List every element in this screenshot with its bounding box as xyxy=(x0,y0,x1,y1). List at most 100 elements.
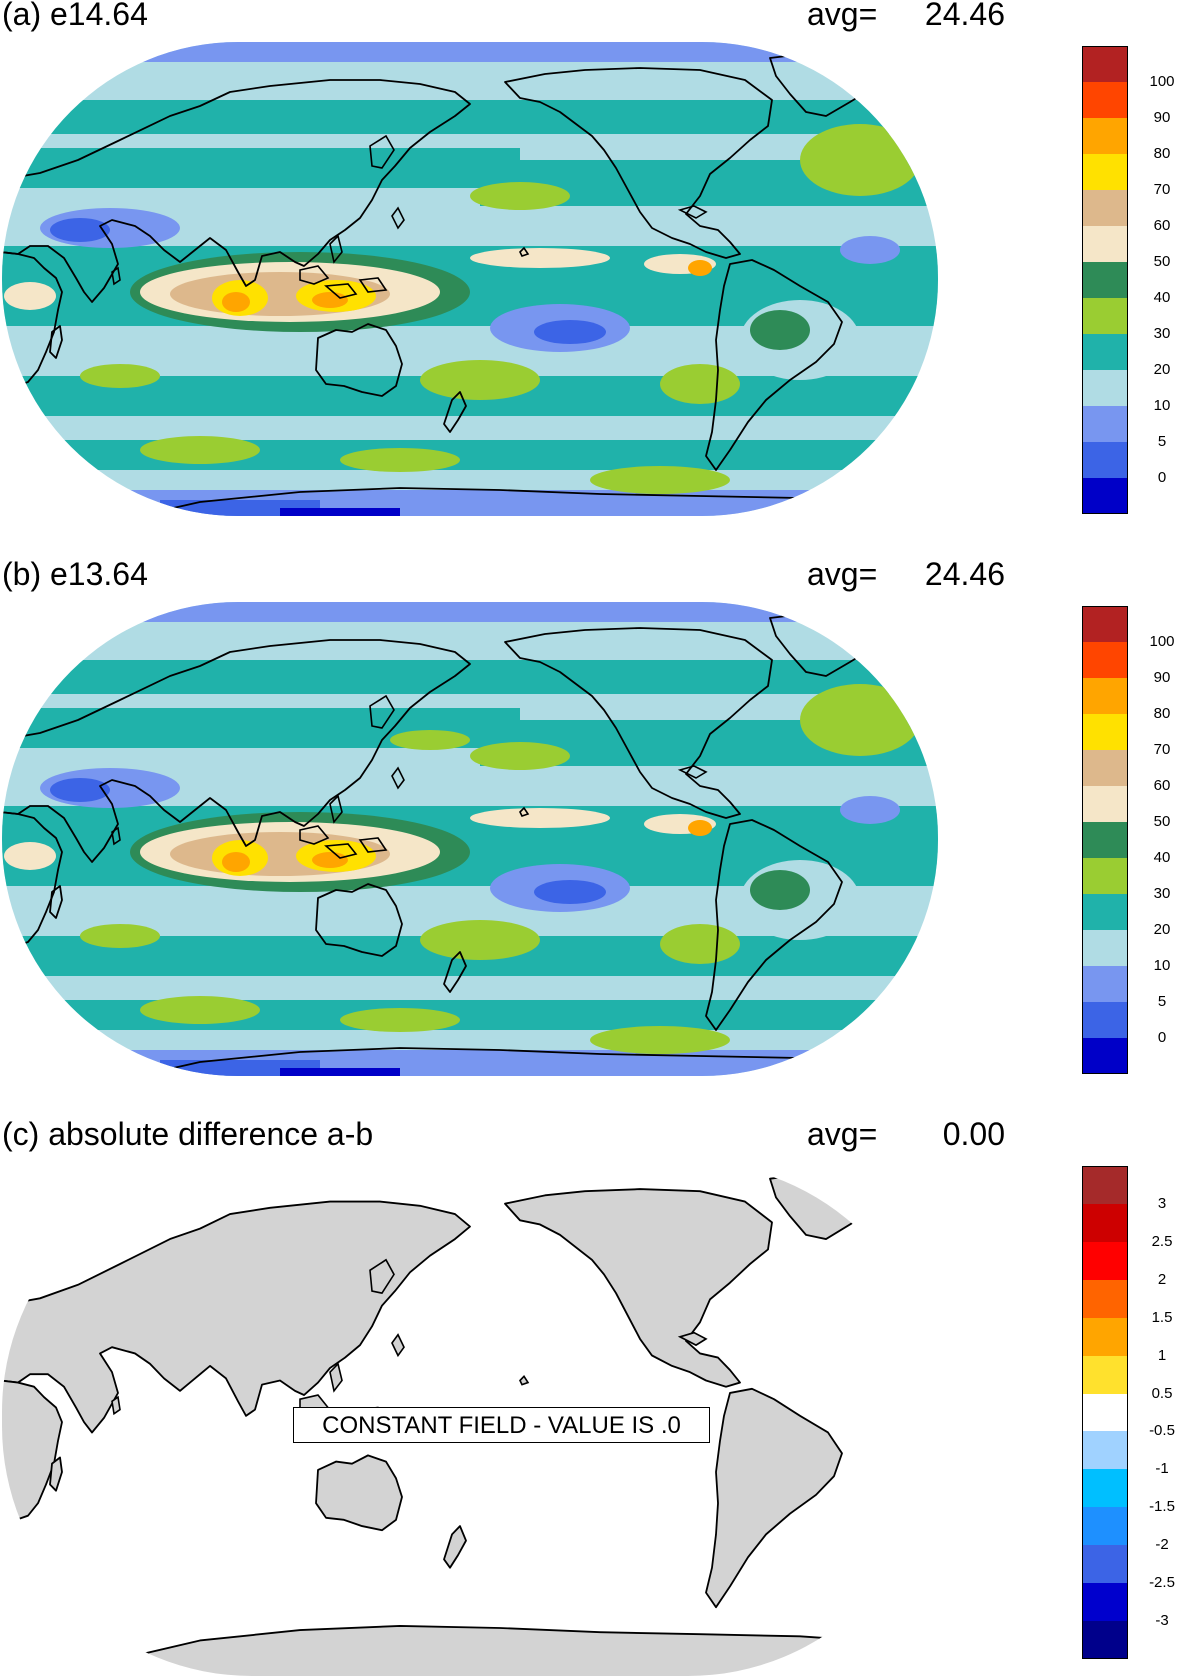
colorbar-swatch xyxy=(1082,1038,1128,1074)
field-band xyxy=(280,508,400,516)
coastline-northamerica xyxy=(504,627,773,819)
coastline-island xyxy=(358,837,388,853)
panel-title: (c) absolute difference a-b xyxy=(2,1116,374,1152)
field-blob xyxy=(800,124,920,196)
field-band xyxy=(2,440,938,470)
land-newzealand xyxy=(443,1525,467,1569)
field-blob xyxy=(534,320,606,344)
colorbar-swatch xyxy=(1082,1431,1128,1470)
land-greenland xyxy=(769,1171,891,1240)
coastline-island xyxy=(299,265,330,285)
colorbar-swatch xyxy=(1082,118,1128,154)
colorbar-swatch xyxy=(1082,1241,1128,1280)
colorbar-tick-label: 3 xyxy=(1157,1194,1167,1212)
colorbar-swatch xyxy=(1082,822,1128,858)
colorbar-tick-label: -2.5 xyxy=(1149,1574,1175,1592)
field-blob xyxy=(222,292,250,312)
colorbar-tick-label: -0.5 xyxy=(1149,1422,1175,1440)
colorbar-tick-label: -3 xyxy=(1155,1612,1169,1630)
field-blob xyxy=(140,436,260,464)
colorbar-frame xyxy=(1082,606,1128,1074)
field-blob xyxy=(312,292,348,308)
panel-title: (b) e13.64 xyxy=(2,556,148,592)
land-southamerica xyxy=(705,1387,843,1609)
colorbar-tick-label: 90 xyxy=(1153,669,1171,686)
colorbar-swatch xyxy=(1082,1166,1128,1204)
avg-label: avg= xyxy=(807,556,878,592)
field-blob xyxy=(80,924,160,948)
colorbar-swatch xyxy=(1082,82,1128,118)
colorbar-frame xyxy=(1082,1166,1128,1659)
field-blob xyxy=(590,466,730,494)
colorbar-swatch xyxy=(1082,606,1128,642)
colorbar-tick-label: 0 xyxy=(1157,469,1167,486)
field-blob xyxy=(222,852,250,872)
colorbar-tick-label: 5 xyxy=(1157,433,1167,450)
colorbar-tick-label: -1.5 xyxy=(1149,1498,1175,1516)
field-blob xyxy=(470,742,570,770)
colorbar-tick-label: 30 xyxy=(1153,885,1171,902)
avg-label: avg= xyxy=(807,0,878,32)
coastline-madagascar xyxy=(49,885,63,919)
colorbar-swatch xyxy=(1082,1583,1128,1622)
coastline-australia xyxy=(315,883,403,957)
colorbar-tick-label: 20 xyxy=(1153,361,1171,378)
field-band xyxy=(2,660,938,694)
land-madagascar xyxy=(49,1456,63,1492)
colorbar-tick-label: 100 xyxy=(1149,633,1175,650)
colorbar-tick-label: 40 xyxy=(1153,849,1171,866)
colorbar-swatch xyxy=(1082,678,1128,714)
colorbar-tick-label: 1.5 xyxy=(1151,1308,1173,1326)
coastline-island xyxy=(20,682,44,706)
colorbar-tick-label: 0 xyxy=(1157,1029,1167,1046)
field-band xyxy=(2,42,938,62)
coastline-island xyxy=(369,134,395,169)
panel-title: (a) e14.64 xyxy=(2,0,148,32)
field-blob xyxy=(420,360,540,400)
coastline-island xyxy=(391,206,405,230)
colorbar-swatch xyxy=(1082,154,1128,190)
colorbar-tick-label: 80 xyxy=(1153,145,1171,162)
coastline-island xyxy=(324,843,358,859)
avg-value: 0.00 xyxy=(942,1116,1005,1152)
colorbar-tick-label: -1 xyxy=(1155,1460,1169,1478)
field-band xyxy=(280,1068,400,1076)
field-blob xyxy=(390,730,470,750)
colorbar-tick-label: 50 xyxy=(1153,253,1171,270)
colorbar-swatch xyxy=(1082,406,1128,442)
coastline-island xyxy=(391,766,405,790)
colorbar-swatch xyxy=(1082,1545,1128,1584)
coastline-island xyxy=(677,205,708,219)
coastline-island xyxy=(519,806,530,817)
colorbar-swatch xyxy=(1082,1279,1128,1318)
colorbar-tick-label: 60 xyxy=(1153,217,1171,234)
colorbar-swatch xyxy=(1082,1203,1128,1242)
colorbar-swatch xyxy=(1082,714,1128,750)
colorbar-tick-label: 30 xyxy=(1153,325,1171,342)
field-blob xyxy=(50,778,110,802)
avg-value: 24.46 xyxy=(924,556,1005,592)
colorbar-swatch xyxy=(1082,190,1128,226)
field-blob xyxy=(660,364,740,404)
colorbar-swatch xyxy=(1082,858,1128,894)
constant-field-label: CONSTANT FIELD - VALUE IS .0 xyxy=(293,1407,710,1443)
field-blob xyxy=(840,236,900,264)
coastline-newzealand xyxy=(443,951,467,993)
colorbar-swatch xyxy=(1082,1393,1128,1432)
field-blob xyxy=(312,852,348,868)
land-africa xyxy=(2,1379,63,1521)
land-island xyxy=(329,1362,343,1393)
coastline-southamerica xyxy=(705,819,843,1031)
coastline-island xyxy=(111,826,121,846)
field-blob xyxy=(80,364,160,388)
field-blob xyxy=(800,684,920,756)
field-band xyxy=(2,148,520,188)
difference-map xyxy=(2,1171,891,1676)
field-blob xyxy=(470,182,570,210)
colorbar-swatch xyxy=(1082,786,1128,822)
coastline-northamerica xyxy=(504,67,773,259)
field-blob xyxy=(4,282,56,310)
colorbar-swatch xyxy=(1082,894,1128,930)
colorbar-swatch xyxy=(1082,334,1128,370)
field-blob xyxy=(688,820,712,836)
